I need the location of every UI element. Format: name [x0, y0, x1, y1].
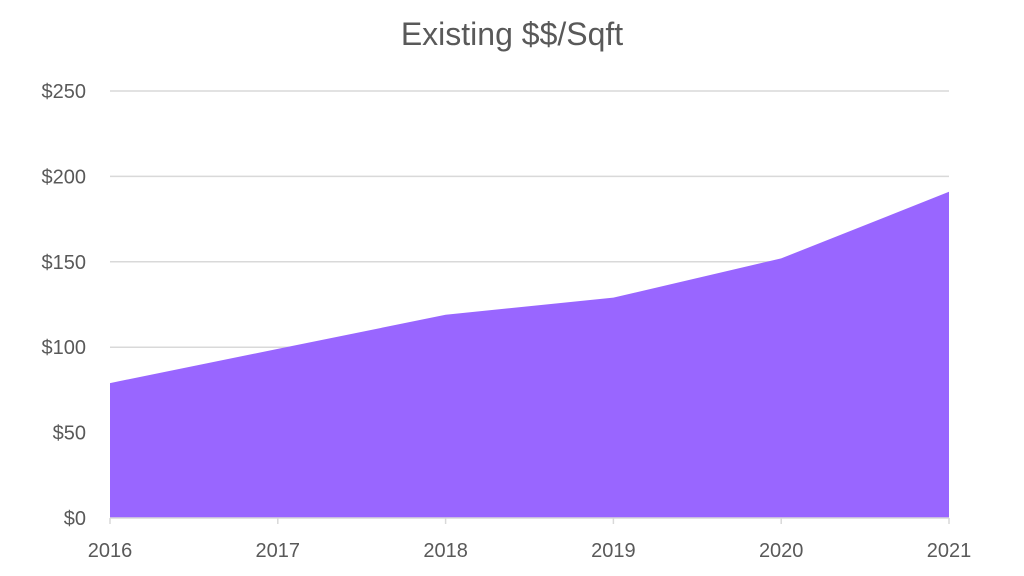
y-tick-label: $150 — [42, 252, 87, 274]
x-tick-label: 2016 — [88, 540, 133, 562]
y-tick-label: $100 — [42, 337, 87, 359]
x-tick-label: 2017 — [256, 540, 301, 562]
y-tick-label: $0 — [64, 508, 86, 530]
chart-title: Existing $$/Sqft — [400, 16, 624, 52]
x-tick-label: 2020 — [759, 540, 804, 562]
area-series — [110, 191, 949, 518]
x-tick-label: 2018 — [423, 540, 468, 562]
x-tick-label: 2021 — [927, 540, 972, 562]
y-tick-label: $200 — [42, 166, 87, 188]
plot-area — [109, 191, 950, 518]
y-axis: $0 $50 $100 $150 $200 $250 — [42, 81, 87, 530]
x-axis — [109, 517, 950, 524]
y-tick-label: $50 — [53, 423, 86, 445]
x-axis-labels: 2016 2017 2018 2019 2020 2021 — [88, 540, 972, 562]
x-tick-label: 2019 — [591, 540, 636, 562]
y-tick-label: $250 — [42, 81, 87, 103]
